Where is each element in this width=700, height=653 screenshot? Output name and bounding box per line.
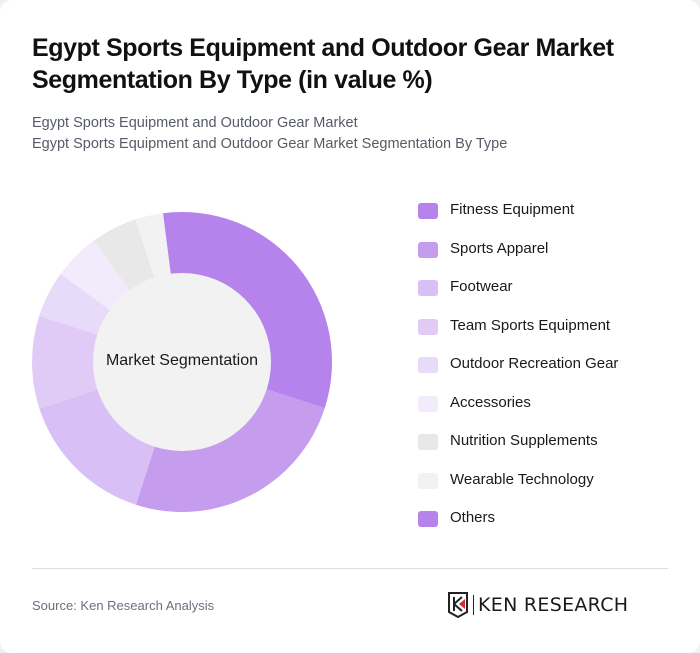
legend-label: Footwear xyxy=(450,278,513,295)
footer-divider xyxy=(32,568,668,569)
legend-item: Nutrition Supplements xyxy=(418,431,618,470)
legend-swatch xyxy=(418,472,438,489)
donut-center-label: Market Segmentation xyxy=(105,352,259,369)
legend-label: Fitness Equipment xyxy=(450,201,575,218)
legend-item: Wearable Technology xyxy=(418,470,618,509)
legend-swatch xyxy=(418,434,438,450)
legend-swatch xyxy=(418,241,438,258)
ken-research-logo-icon xyxy=(448,592,468,618)
legend-item: Accessories xyxy=(418,393,618,432)
legend-label: Accessories xyxy=(450,393,531,411)
legend-swatch xyxy=(418,357,438,373)
subtitle-line-1: Egypt Sports Equipment and Outdoor Gear … xyxy=(32,115,358,131)
legend-item: Outdoor Recreation Gear xyxy=(418,354,618,393)
legend-label: Outdoor Recreation Gear xyxy=(450,355,619,372)
source-note: Source: Ken Research Analysis xyxy=(32,598,215,613)
legend-swatch xyxy=(418,203,438,219)
logo-text: KEN RESEARCH xyxy=(478,594,629,616)
legend-swatch xyxy=(418,318,438,335)
legend-label: Sports Apparel xyxy=(450,239,549,257)
legend-label: Others xyxy=(450,509,496,526)
legend-item: Others xyxy=(418,508,618,547)
legend-item: Team Sports Equipment xyxy=(418,316,618,355)
legend-item: Footwear xyxy=(418,277,618,316)
legend-label: Wearable Technology xyxy=(450,470,594,488)
ken-research-logo: KEN RESEARCH xyxy=(447,592,628,618)
chart-legend: Fitness Equipment Sports Apparel Footwear T… xyxy=(418,200,618,547)
donut-hole xyxy=(93,273,271,451)
chart-title: Egypt Sports Equipment and Outdoor Gear … xyxy=(32,34,614,94)
legend-item: Fitness Equipment xyxy=(418,200,618,239)
subtitle-line-2: Egypt Sports Equipment and Outdoor Gear … xyxy=(32,136,508,152)
legend-item: Sports Apparel xyxy=(418,239,618,278)
chart-subtitle: Egypt Sports Equipment and Outdoor Gear … xyxy=(32,113,507,155)
legend-swatch xyxy=(418,395,438,412)
legend-swatch xyxy=(418,511,438,527)
legend-label: Team Sports Equipment xyxy=(450,316,611,334)
legend-label: Nutrition Supplements xyxy=(450,432,598,449)
legend-swatch xyxy=(418,280,438,296)
donut-chart xyxy=(32,212,332,512)
logo-separator xyxy=(473,595,474,615)
